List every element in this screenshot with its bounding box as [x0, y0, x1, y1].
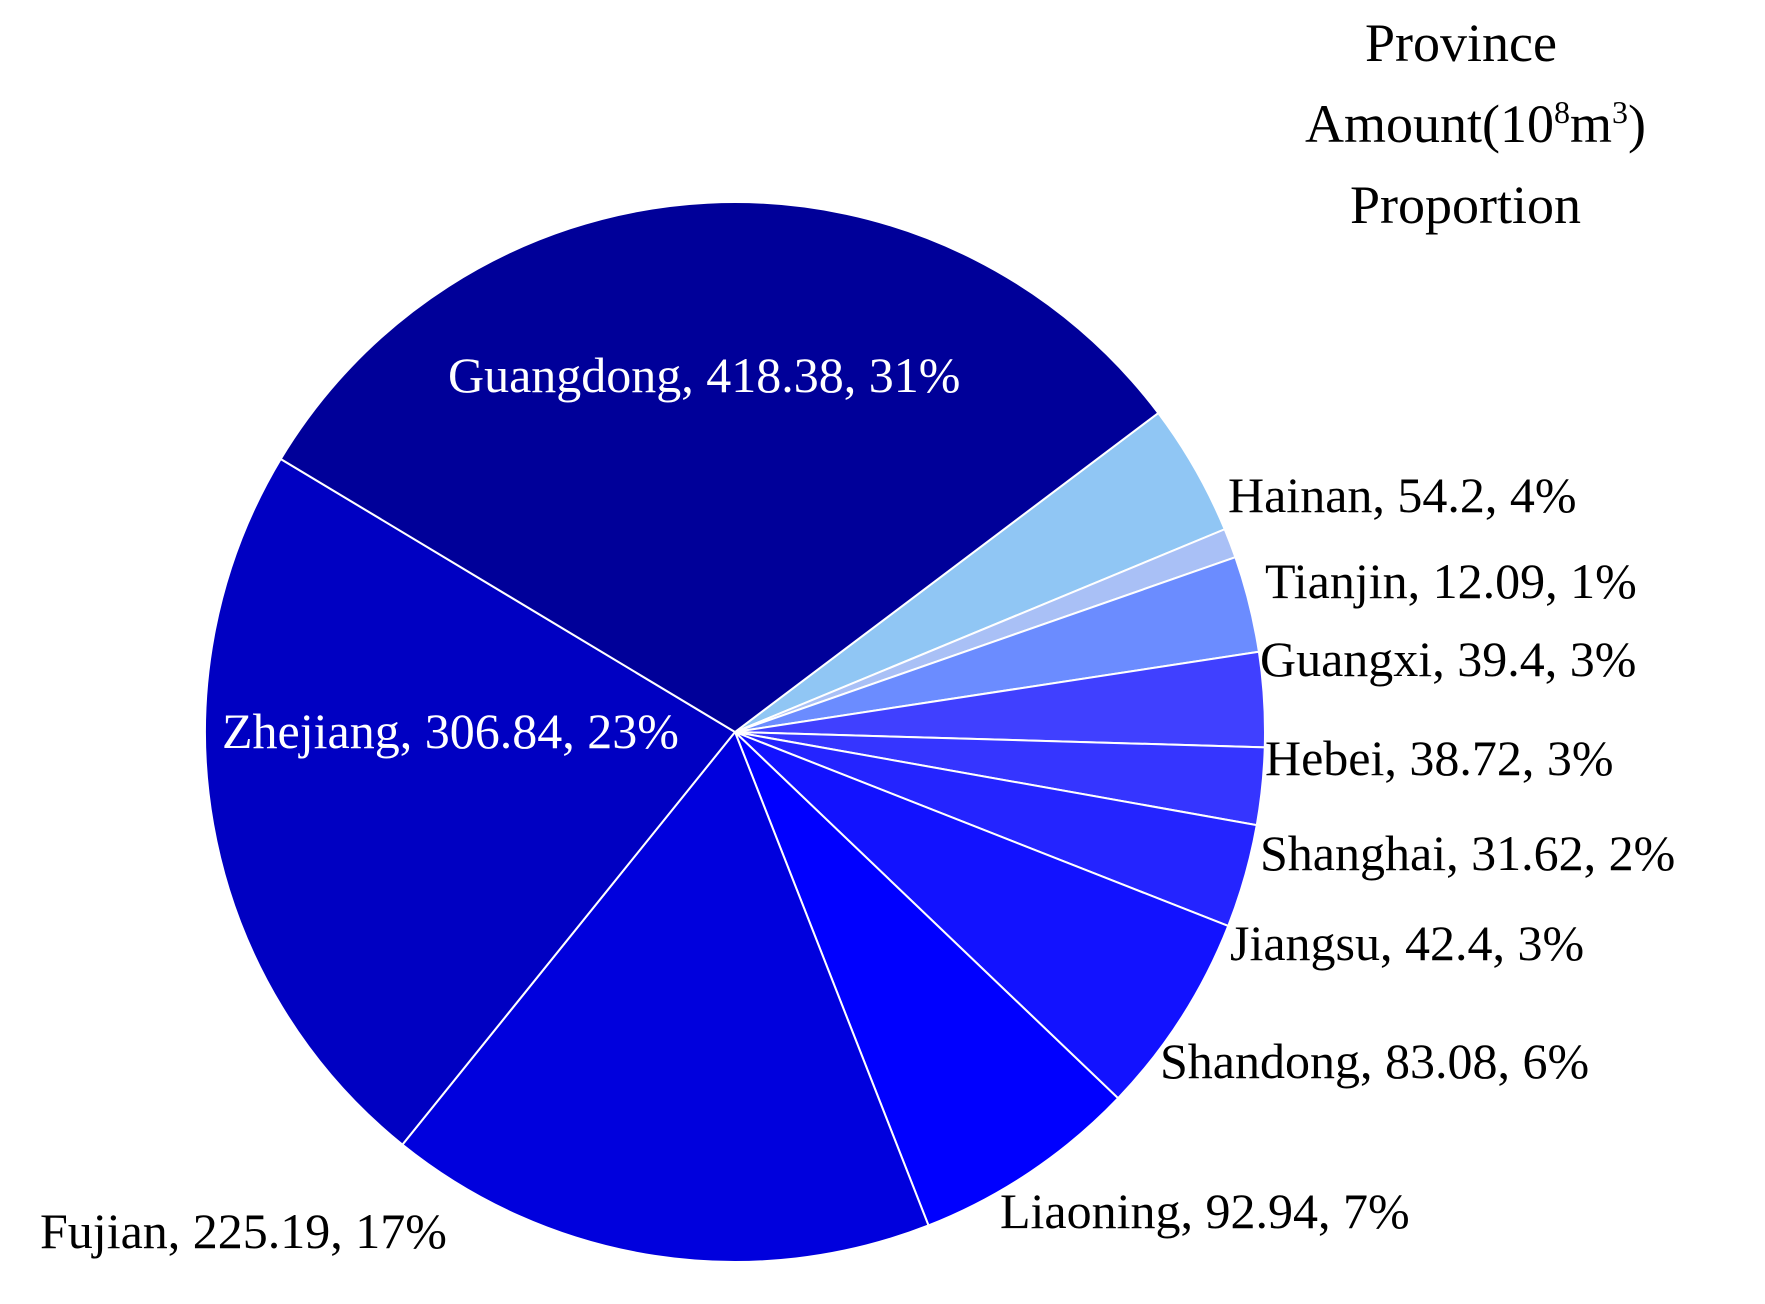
slice-labels: Hainan, 54.2, 4% Tianjin, 12.09, 1% Guangx… — [40, 347, 1675, 1259]
slice-label-fujian: Fujian, 225.19, 17% — [40, 1203, 447, 1259]
slice-label-jiangsu: Jiangsu, 42.4, 3% — [1230, 915, 1584, 971]
legend-header-proportion: Proportion — [1350, 175, 1582, 235]
pie-slice-liaoning — [734, 731, 1120, 1227]
pie-slices — [204, 201, 1266, 1263]
slice-label-zhejiang: Zhejiang, 306.84, 23% — [222, 703, 679, 759]
slice-label-liaoning: Liaoning, 92.94, 7% — [1000, 1183, 1410, 1239]
slice-label-shanghai: Shanghai, 31.62, 2% — [1260, 825, 1675, 881]
pie-slice-fujian — [400, 730, 930, 1263]
legend-header-amount-prefix: Amount(10 — [1305, 94, 1554, 154]
slice-label-guangxi: Guangxi, 39.4, 3% — [1260, 631, 1636, 687]
slice-label-hebei: Hebei, 38.72, 3% — [1265, 730, 1614, 786]
pie-slice-shandong — [734, 731, 1230, 1100]
legend-header-amount-unit: m — [1570, 94, 1613, 154]
slice-label-guangdong: Guangdong, 418.38, 31% — [448, 347, 960, 403]
slice-label-tianjin: Tianjin, 12.09, 1% — [1265, 553, 1637, 609]
legend-header-amount-exp1: 8 — [1554, 94, 1570, 130]
legend-header-amount-suffix: ) — [1628, 94, 1646, 154]
legend-header-province: Province — [1365, 13, 1557, 73]
legend-header-amount-exp2: 3 — [1612, 94, 1629, 130]
pie-slice-guangdong — [279, 201, 1160, 734]
pie-slice-zhejiang — [204, 457, 737, 1147]
slice-label-hainan: Hainan, 54.2, 4% — [1228, 467, 1577, 523]
legend-header-amount: Amount(108m3) — [1305, 96, 1646, 151]
slice-label-shandong: Shandong, 83.08, 6% — [1160, 1033, 1589, 1089]
